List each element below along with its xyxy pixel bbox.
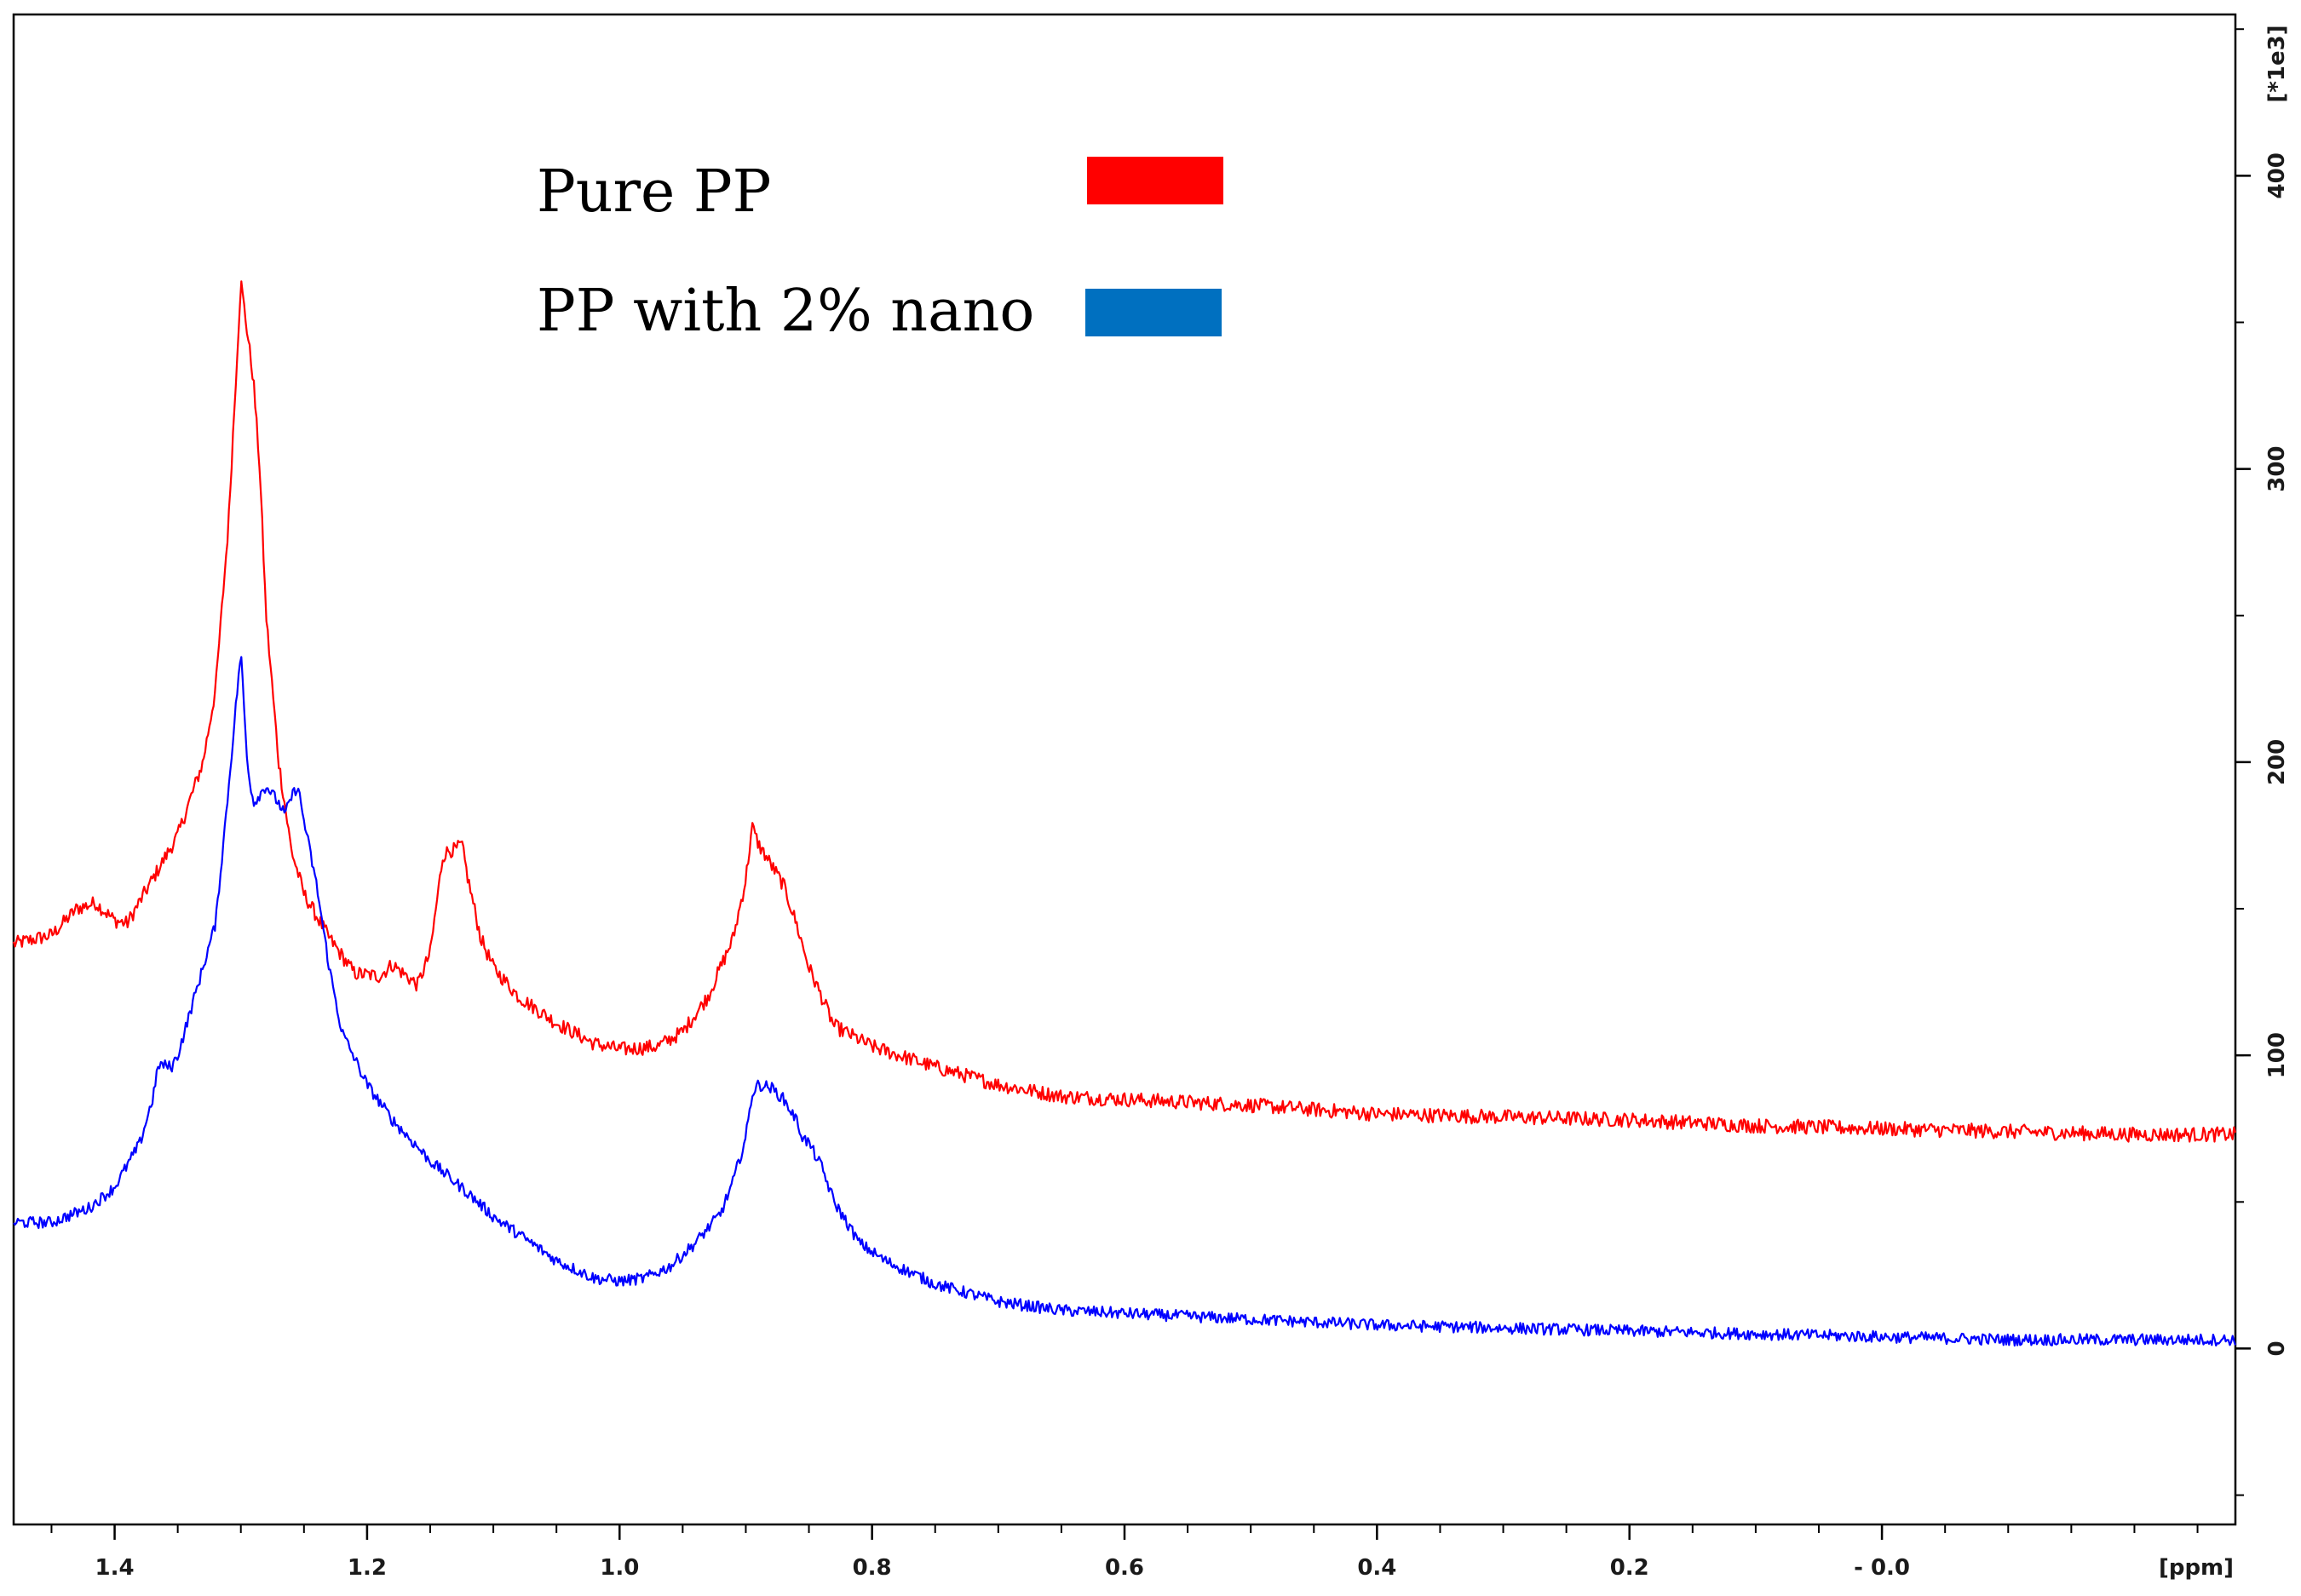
legend-swatch-pure-pp [1087,157,1223,204]
legend-label-pp-nano: PP with 2% nano [537,278,1034,345]
legend-label-pure-pp: Pure PP [537,158,771,226]
x-axis: 1.4 1.2 1.0 0.8 0.6 0.4 0.2 - 0.0 [95,1524,1910,1581]
y-tick-label: 300 [2264,445,2290,491]
x-tick-label: 0.6 [1105,1555,1144,1581]
x-tick-label: - 0.0 [1854,1555,1910,1581]
x-tick-label: 0.8 [853,1555,892,1581]
minor-ticks [50,28,2244,1533]
y-axis-label: [*1e3] [2264,25,2290,102]
y-tick-label: 0 [2264,1341,2290,1356]
x-tick-label: 0.2 [1610,1555,1649,1581]
y-tick-label: 400 [2264,152,2290,198]
x-tick-label: 1.4 [95,1555,135,1581]
x-tick-label: 0.4 [1357,1555,1396,1581]
plot-frame [12,13,2237,1526]
x-tick-label: 1.2 [348,1555,387,1581]
y-tick-label: 100 [2264,1032,2290,1078]
series-line-pure-pp [12,280,2237,1143]
legend-swatch-pp-nano [1085,289,1222,336]
x-axis-label: [ppm] [2159,1555,2234,1581]
series-line-pp-nano [13,656,2237,1347]
series-layer [12,280,2237,1347]
y-axis: 0 100 200 300 400 [2235,152,2290,1356]
legend: Pure PP PP with 2% nano [537,157,1223,345]
y-tick-label: 200 [2264,739,2290,785]
x-tick-label: 1.0 [600,1555,639,1581]
